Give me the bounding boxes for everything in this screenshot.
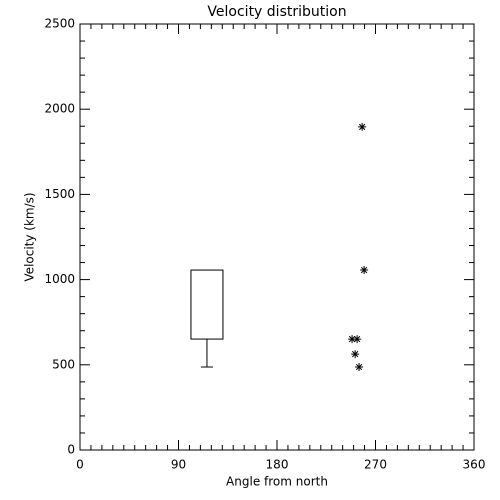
y-tick-label: 1500: [44, 187, 75, 201]
y-axis-label: Velocity (km/s): [23, 192, 37, 281]
x-tick-label: 0: [76, 458, 84, 472]
y-tick-label: 2500: [44, 17, 75, 31]
x-tick-label: 360: [463, 458, 486, 472]
y-tick-label: 1000: [44, 272, 75, 286]
point: [353, 335, 362, 344]
x-tick-label: 270: [364, 458, 387, 472]
y-tick-label: 2000: [44, 102, 75, 116]
chart-title: Velocity distribution: [207, 4, 346, 20]
point: [358, 122, 367, 131]
x-axis-label: Angle from north: [226, 475, 328, 489]
x-tick-label: 90: [171, 458, 186, 472]
point: [360, 266, 369, 275]
box: [190, 269, 224, 340]
y-tick-label: 0: [67, 443, 75, 457]
point: [351, 350, 360, 359]
point: [348, 335, 357, 344]
y-tick-label: 500: [52, 357, 75, 371]
x-tick-label: 180: [266, 458, 289, 472]
point: [355, 363, 364, 372]
plot-frame: [79, 23, 475, 451]
